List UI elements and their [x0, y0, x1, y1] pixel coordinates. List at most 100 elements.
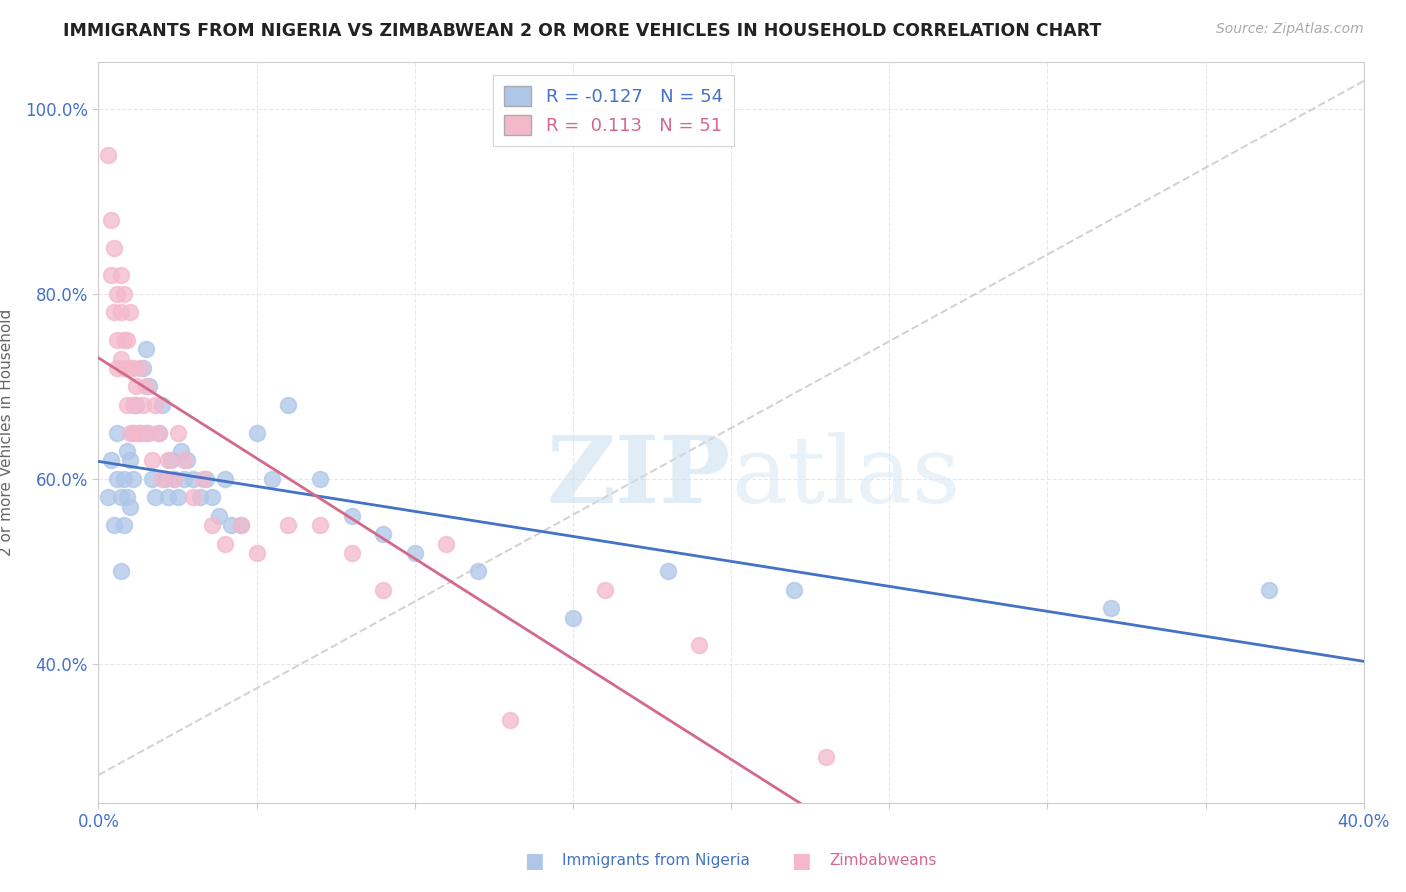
Point [150, 398, 173, 412]
Point [125, 398, 148, 412]
Point [194, 472, 218, 486]
Point [112, 472, 135, 486]
Point [214, 536, 236, 550]
Point [132, 398, 155, 412]
Point [262, 472, 284, 486]
Point [148, 425, 170, 440]
Point [229, 518, 252, 533]
Point [246, 425, 269, 440]
Point [150, 472, 173, 486]
Point [107, 472, 129, 486]
Point [107, 286, 129, 301]
Point [1099, 601, 1122, 615]
Point [219, 518, 243, 533]
Point [135, 379, 157, 393]
Text: Zimbabweans: Zimbabweans [830, 854, 936, 868]
Point [173, 472, 195, 486]
Point [141, 453, 163, 467]
Point [120, 425, 141, 440]
Point [122, 360, 145, 375]
Legend: R = -0.127   N = 54, R =  0.113   N = 51: R = -0.127 N = 54, R = 0.113 N = 51 [494, 75, 734, 145]
Point [115, 333, 138, 347]
Point [115, 398, 138, 412]
Point [125, 379, 148, 393]
Point [166, 425, 188, 440]
Point [122, 472, 145, 486]
Text: ■: ■ [792, 851, 811, 871]
Point [166, 491, 188, 505]
Point [122, 425, 145, 440]
Point [783, 582, 806, 597]
Point [157, 453, 180, 467]
Point [107, 333, 129, 347]
Point [436, 536, 458, 550]
Point [135, 425, 157, 440]
Point [128, 425, 150, 440]
Point [120, 360, 141, 375]
Point [208, 508, 231, 523]
Point [467, 565, 489, 579]
Point [153, 472, 176, 486]
Point [657, 565, 679, 579]
Point [277, 518, 299, 533]
Point [110, 351, 132, 366]
Point [246, 546, 269, 560]
Point [163, 472, 186, 486]
Point [309, 518, 332, 533]
Point [138, 379, 160, 393]
Point [561, 610, 585, 624]
Point [1257, 582, 1279, 597]
Point [214, 472, 236, 486]
Point [141, 472, 163, 486]
Point [148, 425, 170, 440]
Point [593, 582, 616, 597]
Point [110, 305, 132, 319]
Y-axis label: 2 or more Vehicles in Household: 2 or more Vehicles in Household [0, 309, 14, 557]
Point [132, 360, 155, 375]
Point [97, 148, 120, 162]
Point [371, 582, 394, 597]
Point [103, 305, 125, 319]
Point [188, 491, 211, 505]
Point [173, 453, 195, 467]
Point [201, 518, 224, 533]
Point [110, 565, 132, 579]
Point [340, 508, 363, 523]
Point [115, 444, 138, 458]
Text: Immigrants from Nigeria: Immigrants from Nigeria [562, 854, 751, 868]
Point [498, 713, 520, 727]
Point [371, 527, 394, 541]
Point [103, 240, 125, 255]
Point [183, 472, 205, 486]
Point [229, 518, 252, 533]
Point [814, 749, 837, 764]
Point [160, 453, 183, 467]
Point [688, 639, 710, 653]
Point [145, 398, 166, 412]
Point [176, 453, 198, 467]
Point [157, 491, 180, 505]
Point [110, 491, 132, 505]
Point [97, 491, 120, 505]
Point [112, 333, 135, 347]
Point [145, 491, 166, 505]
Point [120, 305, 141, 319]
Text: atlas: atlas [731, 432, 960, 522]
Point [122, 398, 145, 412]
Point [135, 343, 157, 357]
Point [163, 472, 186, 486]
Point [103, 518, 125, 533]
Point [115, 491, 138, 505]
Point [138, 425, 160, 440]
Point [100, 453, 122, 467]
Point [191, 472, 214, 486]
Point [125, 425, 148, 440]
Text: ZIP: ZIP [547, 432, 731, 522]
Point [107, 360, 129, 375]
Point [100, 268, 122, 283]
Point [112, 360, 135, 375]
Point [110, 268, 132, 283]
Point [277, 398, 299, 412]
Point [128, 360, 150, 375]
Point [404, 546, 426, 560]
